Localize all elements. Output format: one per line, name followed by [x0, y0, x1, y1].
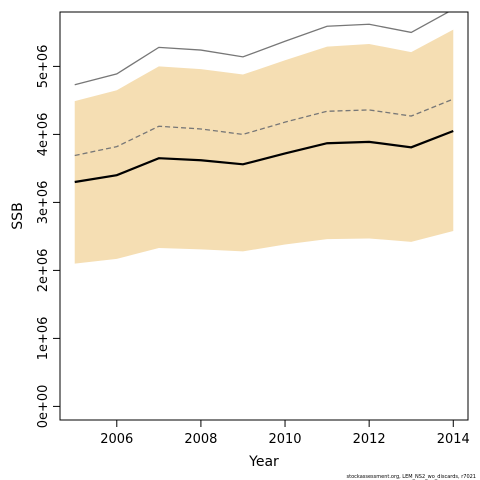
- y-tick-label: 2e+06: [36, 249, 51, 293]
- footnote: stockassessment.org, LEM_NS2_wo_discards…: [347, 474, 476, 480]
- confidence-band: [74, 29, 454, 264]
- plot-frame: [59, 11, 469, 421]
- x-tick-label: 2008: [184, 432, 217, 447]
- x-tick-label: 2012: [353, 432, 386, 447]
- x-axis-title: Year: [248, 454, 279, 470]
- y-tick-label: 1e+06: [36, 317, 51, 361]
- y-tick-label: 0e+00: [36, 385, 51, 429]
- x-tick-label: 2010: [268, 432, 301, 447]
- y-axis: 0e+00 1e+06 2e+06 3e+06 4e+06 5e+06: [36, 45, 60, 429]
- x-tick-label: 2006: [100, 432, 133, 447]
- x-tick-label: 2014: [437, 432, 470, 447]
- ssb-estimate-line: [74, 129, 454, 184]
- y-tick-label: 5e+06: [36, 45, 51, 89]
- y-tick-label: 3e+06: [36, 181, 51, 225]
- reference-dashed-line: [74, 98, 454, 157]
- x-axis: 2006 2008 2010 2012 2014: [100, 420, 470, 447]
- y-tick-label: 4e+06: [36, 113, 51, 157]
- reference-upper-line: [74, 12, 450, 86]
- y-axis-title: SSB: [10, 202, 26, 229]
